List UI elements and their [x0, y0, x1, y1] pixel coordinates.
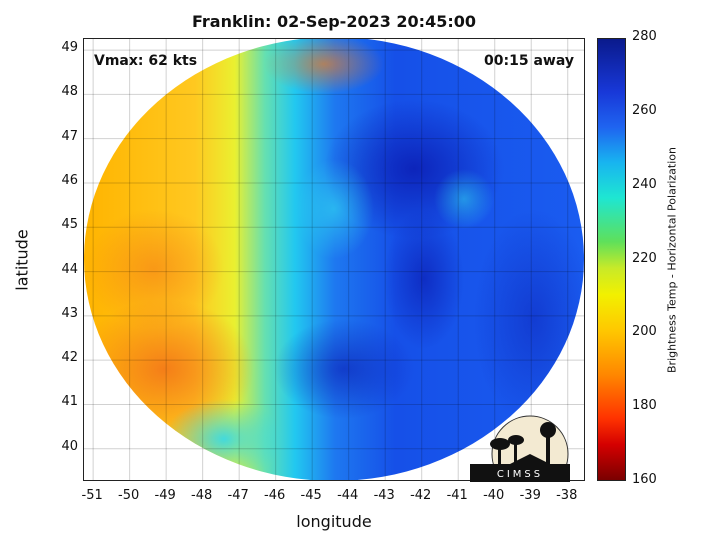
x-tick-label: -45 — [300, 488, 322, 503]
vmax-label: Vmax: 62 kts — [94, 53, 198, 69]
x-tick-label: -50 — [118, 488, 140, 503]
x-tick-label: -40 — [483, 488, 505, 503]
logo-text: CIMSS — [497, 469, 543, 480]
y-tick-label: 46 — [61, 172, 78, 188]
x-tick-label: -42 — [410, 488, 432, 503]
time-offset-label: 00:15 away — [484, 53, 574, 69]
satellite-swath — [84, 39, 584, 480]
colorbar-tick-label: 180 — [632, 398, 657, 414]
y-tick-label: 48 — [61, 84, 78, 100]
x-tick-label: -41 — [446, 488, 468, 503]
brightness-temperature-map — [84, 39, 584, 480]
x-tick-label: -47 — [227, 488, 249, 503]
y-tick-label: 40 — [61, 438, 78, 454]
x-axis-label: longitude — [296, 512, 372, 531]
colorbar-label: Brightness Temp - Horizontal Polarizatio… — [665, 147, 679, 373]
map-plot-area: Vmax: 62 kts 00:15 away — [83, 38, 585, 481]
colorbar-tick-label: 260 — [632, 102, 657, 118]
x-tick-label: -39 — [519, 488, 541, 503]
y-tick-label: 47 — [61, 128, 78, 144]
x-tick-label: -51 — [81, 488, 103, 503]
colorbar-tick-label: 160 — [632, 472, 657, 487]
x-tick-label: -38 — [556, 488, 578, 503]
y-axis-label: latitude — [12, 229, 32, 291]
cimss-logo: CIMSS — [470, 415, 570, 482]
colorbar-tick-label: 200 — [632, 324, 657, 340]
colorbar-tick-label: 280 — [632, 29, 657, 44]
x-tick-label: -49 — [154, 488, 176, 503]
y-tick-label: 43 — [61, 305, 78, 321]
y-tick-label: 45 — [61, 217, 78, 233]
x-tick-label: -46 — [264, 488, 286, 503]
colorbar-tick-label: 220 — [632, 250, 657, 266]
grid-lines — [84, 39, 584, 480]
y-tick-label: 44 — [61, 261, 78, 277]
colorbar-tick-label: 240 — [632, 176, 657, 192]
y-tick-label: 41 — [61, 394, 78, 410]
colorbar — [597, 38, 626, 481]
x-tick-label: -48 — [191, 488, 213, 503]
map-title: Franklin: 02-Sep-2023 20:45:00 — [191, 12, 477, 31]
y-tick-label: 42 — [61, 350, 78, 366]
x-tick-label: -43 — [373, 488, 395, 503]
x-tick-label: -44 — [337, 488, 359, 503]
y-tick-label: 49 — [61, 40, 78, 56]
